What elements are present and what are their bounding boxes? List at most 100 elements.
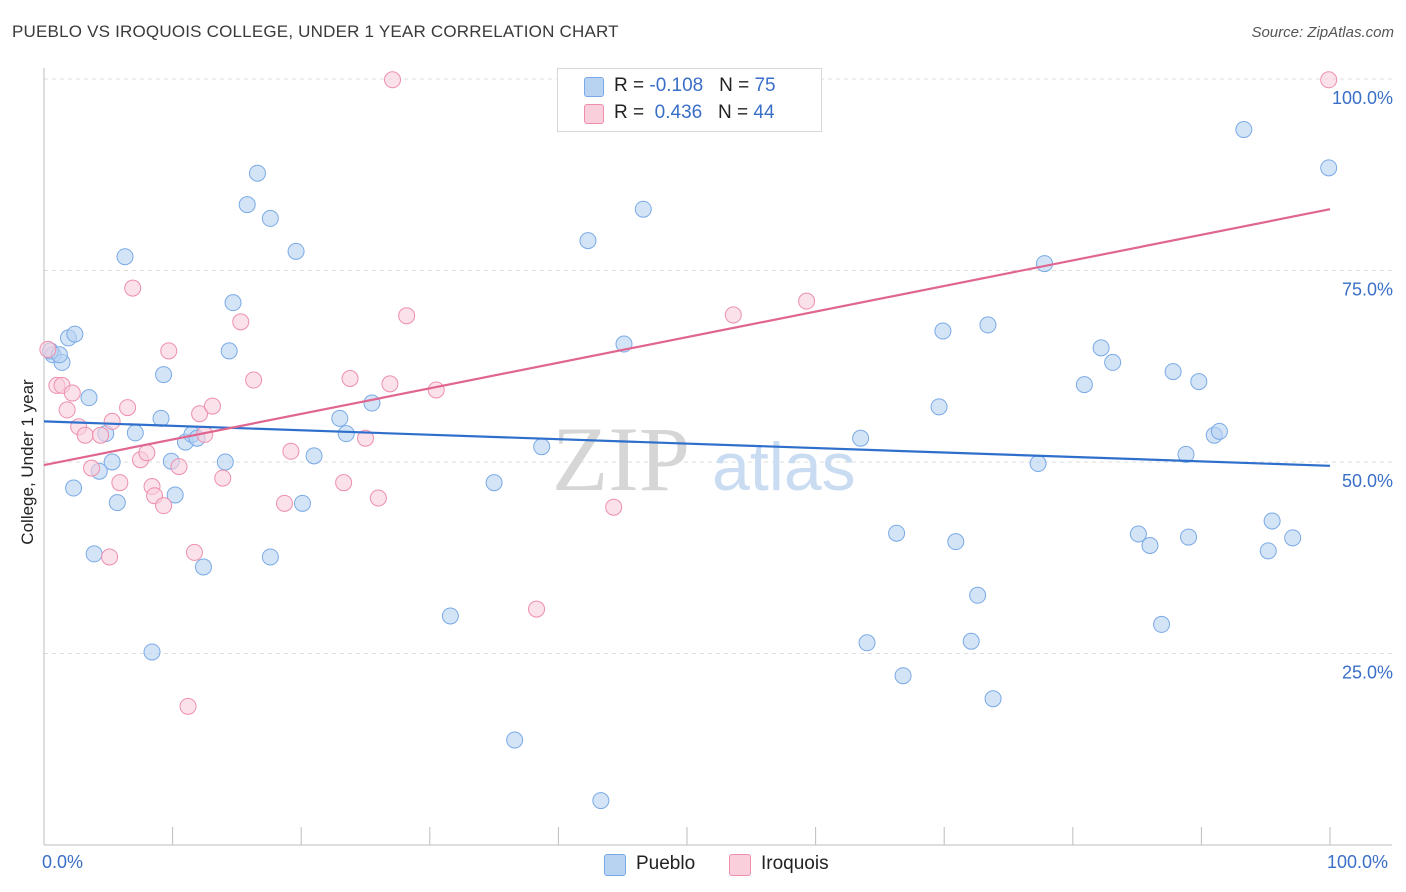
point-pueblo xyxy=(293,494,311,512)
point-pueblo xyxy=(506,731,524,749)
point-iroquois xyxy=(101,548,119,566)
point-iroquois xyxy=(398,307,416,325)
point-pueblo xyxy=(1141,536,1159,554)
watermark: ZIP atlas xyxy=(552,408,856,510)
point-iroquois xyxy=(179,697,197,715)
trendline-iroquois xyxy=(43,208,1331,467)
point-pueblo xyxy=(166,486,184,504)
point-iroquois xyxy=(341,370,359,388)
point-pueblo xyxy=(85,545,103,563)
stats-legend: R = -0.108 N = 75 R = 0.436 N = 44 xyxy=(557,68,822,132)
point-iroquois xyxy=(39,340,57,358)
point-pueblo xyxy=(1190,373,1208,391)
point-iroquois xyxy=(124,279,142,297)
point-pueblo xyxy=(287,242,305,260)
point-iroquois xyxy=(275,494,293,512)
point-pueblo xyxy=(126,424,144,442)
y-tick-labels: 100.0% 75.0% 50.0% 25.0% xyxy=(1332,88,1393,683)
point-pueblo xyxy=(1235,121,1253,139)
watermark-zip: ZIP xyxy=(552,408,690,510)
point-pueblo xyxy=(485,474,503,492)
point-iroquois xyxy=(335,474,353,492)
point-iroquois xyxy=(369,489,387,507)
point-pueblo xyxy=(337,425,355,443)
point-pueblo xyxy=(1177,445,1195,463)
x-axis-max-label: 100.0% xyxy=(1327,852,1389,872)
point-pueblo xyxy=(1036,255,1054,273)
chart-title: PUEBLO VS IROQUOIS COLLEGE, UNDER 1 YEAR… xyxy=(12,22,619,41)
point-pueblo xyxy=(116,248,134,266)
x-axis-min-label: 0.0% xyxy=(42,852,84,872)
y-axis-label: College, Under 1 year xyxy=(18,379,37,545)
legend-r-value-iroquois: 0.436 xyxy=(654,102,703,123)
point-iroquois xyxy=(214,469,232,487)
point-pueblo xyxy=(65,479,83,497)
point-iroquois xyxy=(76,426,94,444)
point-pueblo xyxy=(1259,542,1277,560)
point-iroquois xyxy=(138,444,156,462)
point-pueblo xyxy=(155,366,173,384)
point-pueblo xyxy=(969,586,987,604)
point-pueblo xyxy=(1180,528,1198,546)
point-iroquois xyxy=(83,459,101,477)
point-pueblo xyxy=(894,667,912,685)
point-iroquois xyxy=(798,292,816,310)
point-pueblo xyxy=(143,643,161,661)
point-pueblo xyxy=(1075,376,1093,394)
point-iroquois xyxy=(357,429,374,447)
point-pueblo xyxy=(888,524,906,542)
point-pueblo xyxy=(852,429,870,447)
point-iroquois xyxy=(92,426,110,444)
point-iroquois xyxy=(381,375,399,393)
point-pueblo xyxy=(441,607,459,625)
legend-swatch-pueblo xyxy=(584,77,604,97)
point-pueblo xyxy=(592,792,610,810)
legend-r-label: R = xyxy=(614,75,650,96)
point-pueblo xyxy=(1029,455,1047,473)
point-pueblo xyxy=(1153,615,1171,633)
point-pueblo xyxy=(934,322,952,340)
point-iroquois xyxy=(160,342,178,360)
point-pueblo xyxy=(216,453,234,471)
bottom-legend-label-pueblo: Pueblo xyxy=(636,853,696,874)
point-pueblo xyxy=(363,394,381,412)
bottom-legend-swatch-iroquois xyxy=(729,854,751,876)
point-pueblo xyxy=(1320,159,1338,177)
point-pueblo xyxy=(1263,512,1281,530)
trend-layer xyxy=(43,208,1331,467)
point-iroquois xyxy=(63,384,81,402)
point-iroquois xyxy=(170,458,188,476)
point-iroquois xyxy=(1320,71,1338,89)
point-pueblo xyxy=(224,294,242,312)
point-iroquois xyxy=(119,399,137,417)
point-iroquois xyxy=(724,306,742,324)
point-pueblo xyxy=(331,409,349,427)
point-pueblo xyxy=(220,342,238,360)
legend-n-label: N = xyxy=(718,102,754,123)
point-pueblo xyxy=(930,398,948,416)
point-pueblo xyxy=(194,558,212,576)
point-pueblo xyxy=(962,632,980,650)
point-pueblo xyxy=(1092,339,1110,357)
y-tick-label: 100.0% xyxy=(1332,88,1393,108)
legend-r-label: R = xyxy=(614,102,650,123)
point-iroquois xyxy=(245,371,263,389)
point-iroquois xyxy=(282,442,300,460)
point-pueblo xyxy=(634,200,652,218)
axis-layer xyxy=(43,68,1392,846)
point-pueblo xyxy=(984,690,1002,708)
point-pueblo xyxy=(1210,422,1228,440)
point-iroquois xyxy=(191,405,209,423)
y-tick-label: 25.0% xyxy=(1342,663,1393,683)
point-pueblo xyxy=(947,533,965,551)
point-pueblo xyxy=(579,232,597,250)
point-pueblo xyxy=(1164,363,1182,381)
point-iroquois xyxy=(103,412,121,430)
point-iroquois xyxy=(111,474,129,492)
point-pueblo xyxy=(103,453,121,471)
point-pueblo xyxy=(858,634,876,652)
point-pueblo xyxy=(1284,529,1302,547)
point-pueblo xyxy=(80,389,98,407)
grid-layer xyxy=(44,78,1392,654)
point-pueblo xyxy=(261,548,279,566)
